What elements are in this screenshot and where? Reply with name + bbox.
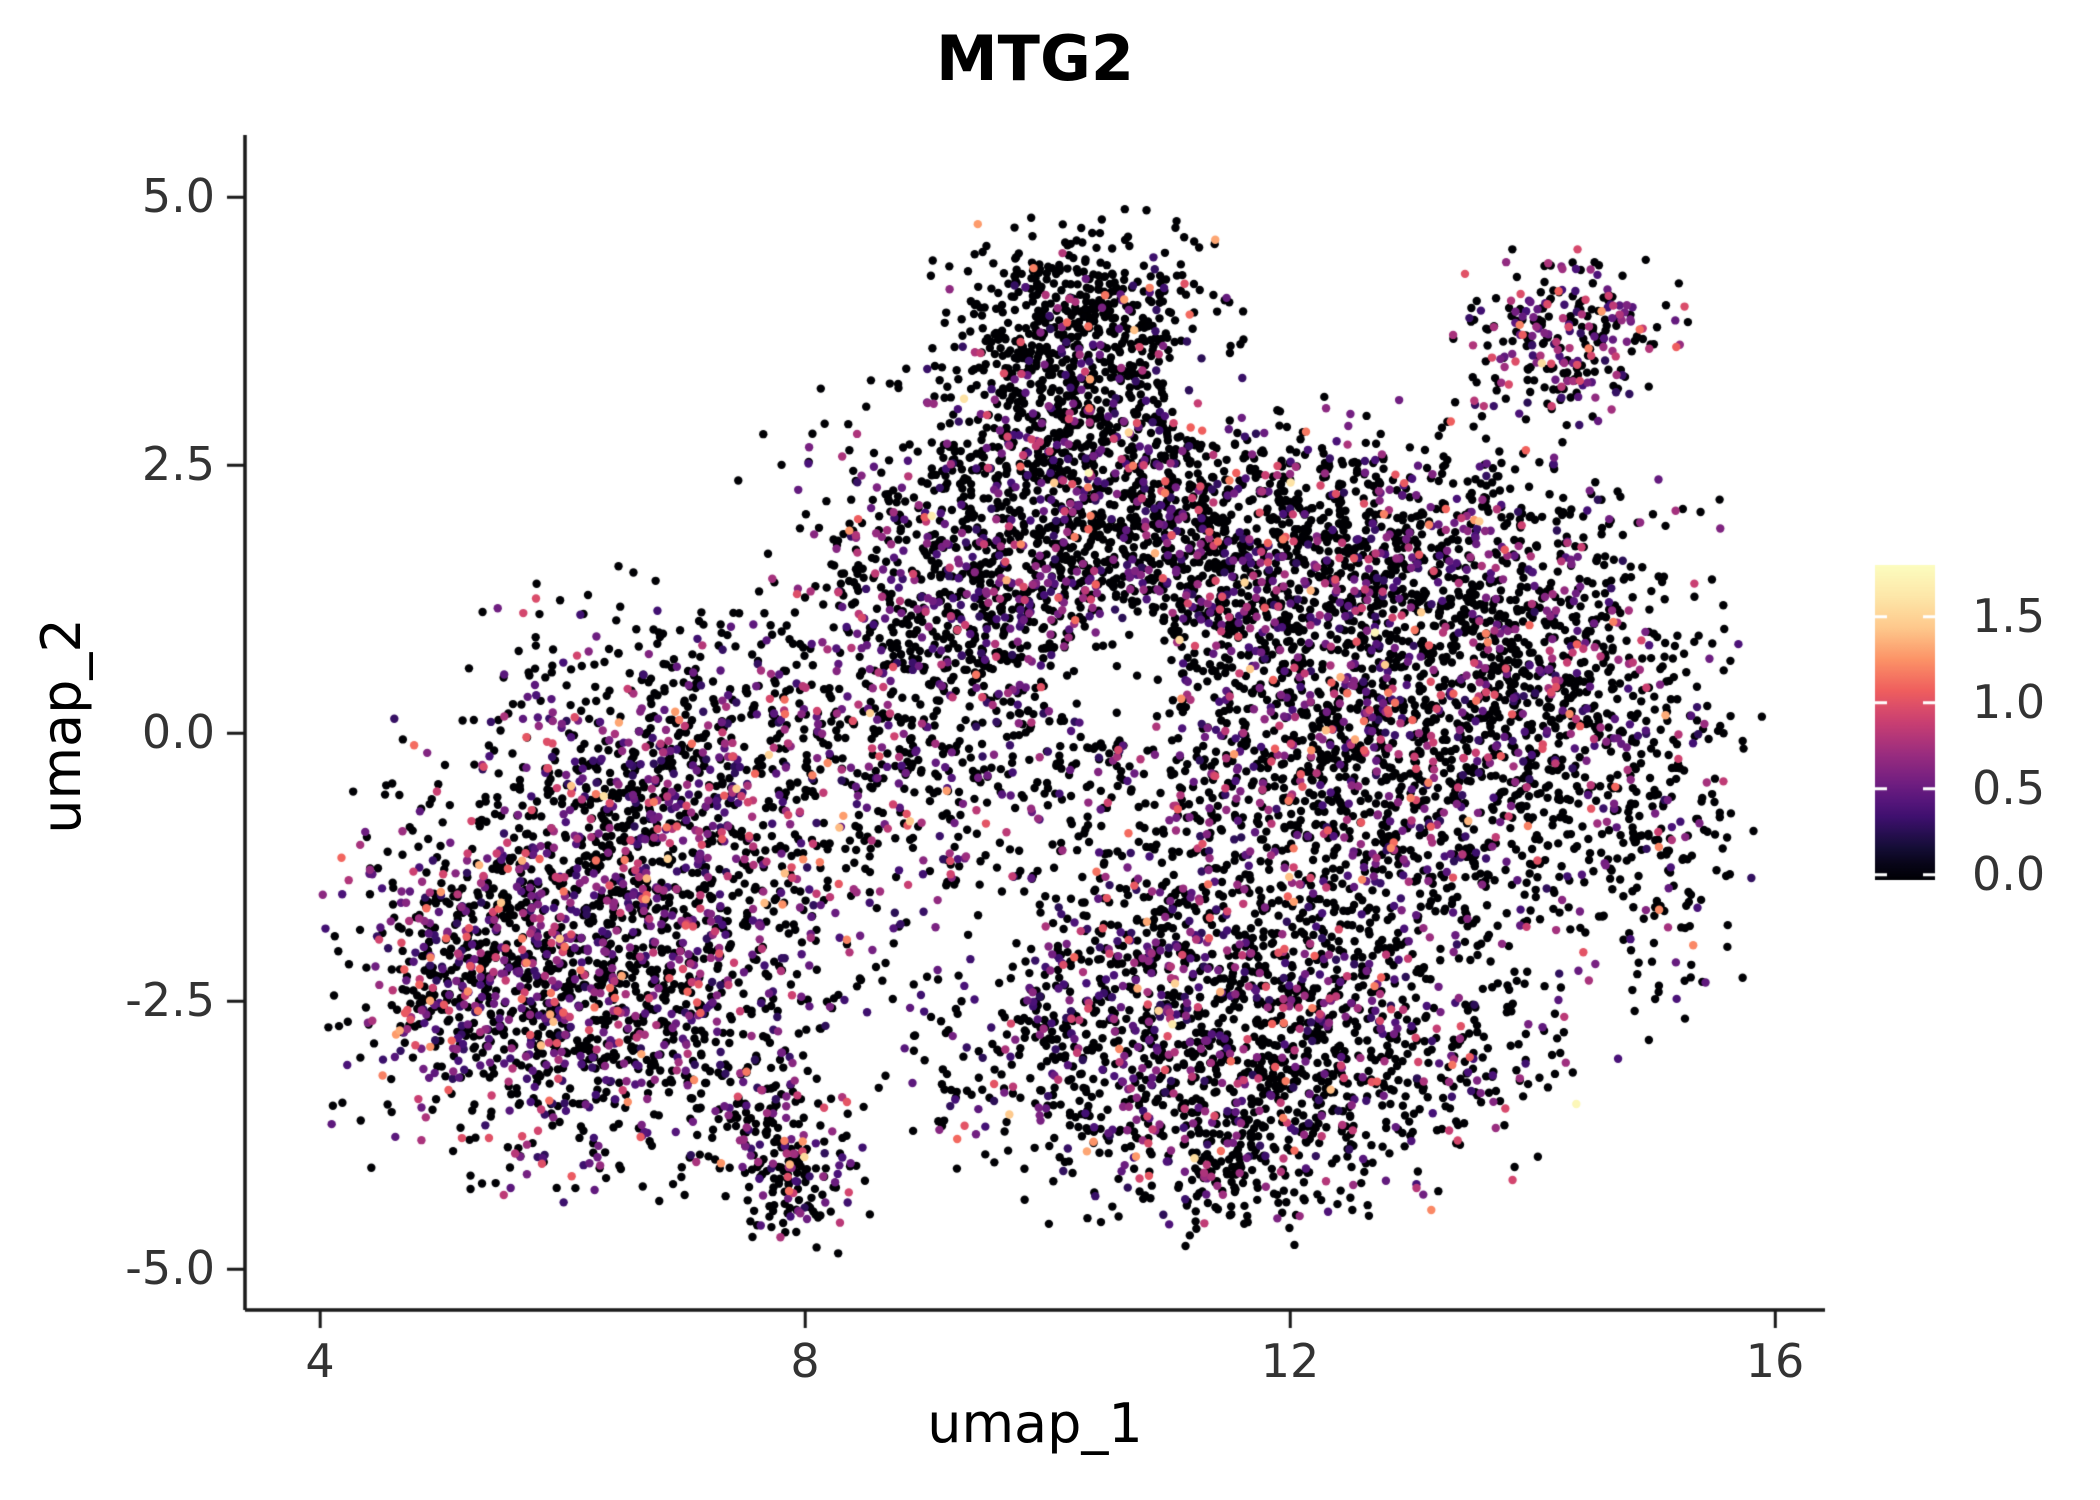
- y-tick-label-2-5: 2.5: [141, 437, 215, 491]
- chart-title: MTG2: [935, 22, 1135, 95]
- colorbar-label-0-5: 0.5: [1972, 761, 2046, 815]
- y-tick-label-n5: -5.0: [125, 1241, 215, 1295]
- colorbar-label-1-0: 1.0: [1972, 675, 2046, 729]
- x-tick-label-12: 12: [1260, 1334, 1320, 1388]
- x-tick-label-8: 8: [790, 1334, 820, 1388]
- colorbar-label-0-0: 0.0: [1972, 847, 2046, 901]
- x-axis-title: umap_1: [927, 1392, 1143, 1455]
- y-tick-label-0: 0.0: [141, 705, 215, 759]
- y-tick-label-n2-5: -2.5: [125, 973, 215, 1027]
- y-tick-label-5: 5.0: [141, 169, 215, 223]
- x-tick-label-16: 16: [1745, 1334, 1805, 1388]
- x-tick-label-4: 4: [305, 1334, 335, 1388]
- colorbar-label-1-5: 1.5: [1972, 589, 2046, 643]
